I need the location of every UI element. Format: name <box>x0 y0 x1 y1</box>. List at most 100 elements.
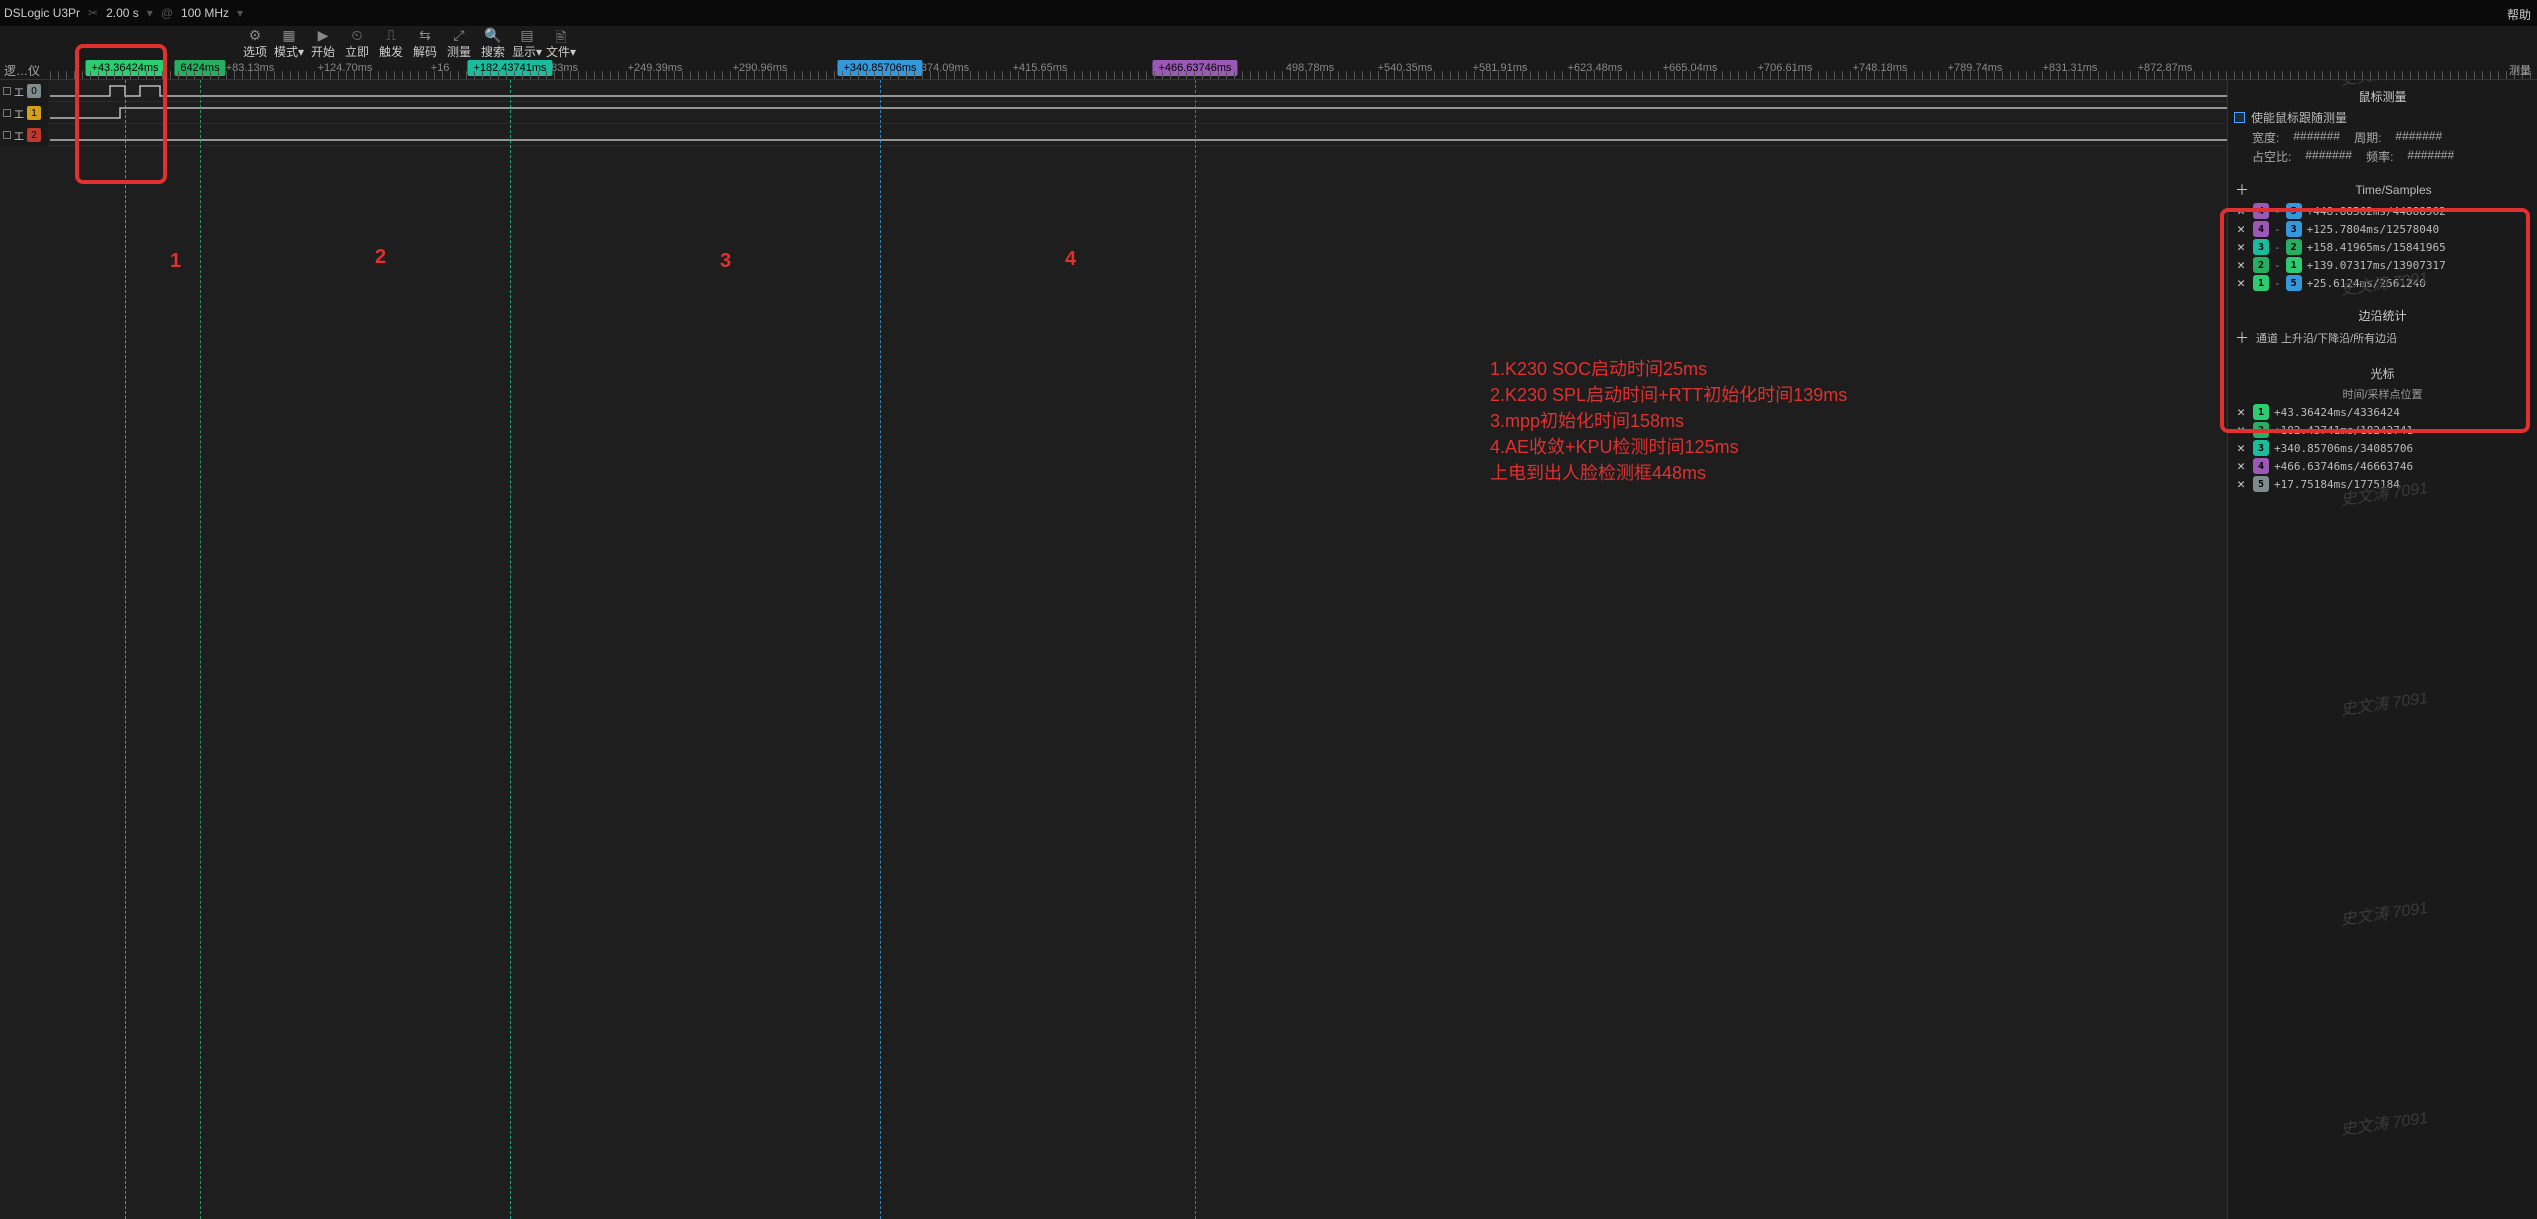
channel-row-0[interactable]: 工0 <box>0 80 2227 102</box>
delete-icon[interactable]: ✕ <box>2234 405 2248 420</box>
cursor-line-1[interactable] <box>125 80 126 1219</box>
delete-icon[interactable]: ✕ <box>2234 477 2248 492</box>
signal-trace <box>50 128 2227 142</box>
cursor-badge: 1 <box>2253 275 2269 291</box>
cursor-line-4[interactable] <box>880 80 881 1219</box>
ruler-end-label: 测量 <box>2509 62 2531 78</box>
toolbar-选项[interactable]: ⚙选项 <box>238 27 272 60</box>
delete-icon[interactable]: ✕ <box>2234 459 2248 474</box>
toolbar-icon: 🖹 <box>544 27 578 43</box>
cursor-line-3[interactable] <box>510 80 511 1219</box>
channel-toggle-icon[interactable] <box>3 87 11 95</box>
channel-label[interactable]: 工0 <box>0 80 48 102</box>
channel-number: 1 <box>27 106 41 120</box>
toolbar-触发[interactable]: ⎍触发 <box>374 27 408 60</box>
toolbar-显示[interactable]: ▤显示▾ <box>510 27 544 60</box>
cursor-badge: 1 <box>2286 257 2302 273</box>
cursor-info-row[interactable]: ✕ 4 +466.63746ms/46663746 <box>2234 458 2531 474</box>
ruler-left-label: 逻…仪 <box>4 62 40 79</box>
measure-value: +125.7804ms/12578040 <box>2307 223 2439 236</box>
channel-toggle-icon[interactable] <box>3 131 11 139</box>
channel-row-2[interactable]: 工2 <box>0 124 2227 146</box>
toolbar-开始[interactable]: ▶开始 <box>306 27 340 60</box>
channel-label[interactable]: 工1 <box>0 102 48 124</box>
channel-number: 0 <box>27 84 41 98</box>
measure-row[interactable]: ✕4-3+125.7804ms/12578040 <box>2234 221 2531 237</box>
annotation-number: 3 <box>720 250 731 273</box>
channel-label[interactable]: 工2 <box>0 124 48 146</box>
channel-toggle-icon[interactable] <box>3 109 11 117</box>
delete-icon[interactable]: ✕ <box>2234 240 2248 255</box>
enable-mouse-follow[interactable]: 使能鼠标跟随测量 <box>2234 109 2531 126</box>
delete-icon[interactable]: ✕ <box>2234 276 2248 291</box>
channel-row-1[interactable]: 工1 <box>0 102 2227 124</box>
app-title: DSLogic U3Pr <box>4 6 80 20</box>
toolbar-搜索[interactable]: 🔍搜索 <box>476 27 510 60</box>
cursor-badge: 5 <box>2286 203 2302 219</box>
side-panel: 鼠标测量 使能鼠标跟随测量 宽度:#######周期:#######占空比:##… <box>2227 80 2537 1219</box>
delete-icon[interactable]: ✕ <box>2234 222 2248 237</box>
title-bar: DSLogic U3Pr ✂ 2.00 s ▾ @ 100 MHz ▾ <box>0 0 2537 26</box>
toolbar-icon: 🔍 <box>476 27 510 43</box>
delete-icon[interactable]: ✕ <box>2234 441 2248 456</box>
toolbar-icon: ▦ <box>272 27 306 43</box>
measure-row[interactable]: ✕2-1+139.07317ms/13907317 <box>2234 257 2531 273</box>
measure-row[interactable]: ✕1-5+25.6124ms/2561240 <box>2234 275 2531 291</box>
freq-value[interactable]: 100 MHz <box>181 6 229 20</box>
cursor-line-5[interactable] <box>1195 80 1196 1219</box>
delete-icon[interactable]: ✕ <box>2234 258 2248 273</box>
cursor-value: +182.43741ms/18243741 <box>2274 424 2413 437</box>
annotation-number: 2 <box>375 246 386 269</box>
add-measure-button[interactable]: ＋ <box>2234 180 2250 200</box>
toolbar-icon: ⤢ <box>442 27 476 43</box>
cursor-info-row[interactable]: ✕5+17.75184ms/1775184 <box>2234 476 2531 492</box>
cursor-badge: 3 <box>2253 239 2269 255</box>
toolbar-文件[interactable]: 🖹文件▾ <box>544 27 578 60</box>
duration-value[interactable]: 2.00 s <box>106 6 139 20</box>
cursor-value: +17.75184ms/1775184 <box>2274 478 2400 491</box>
timesamples-title: Time/Samples <box>2256 183 2531 197</box>
delete-icon[interactable]: ✕ <box>2234 423 2248 438</box>
waveform-area[interactable]: 工0工1工2 1234 1.K230 SOC启动时间25ms2.K230 SPL… <box>0 80 2227 1219</box>
cursor-badge: 3 <box>2253 440 2269 456</box>
channel-mark: 工 <box>14 84 24 99</box>
cursor-line-2[interactable] <box>200 80 201 1219</box>
ruler-ticks-bar <box>50 71 2537 79</box>
annotation-text: 1.K230 SOC启动时间25ms2.K230 SPL启动时间+RTT初始化时… <box>1490 356 1847 486</box>
toolbar-解码[interactable]: ⇆解码 <box>408 27 442 60</box>
main-toolbar: ⚙选项▦模式▾▶开始⏲立即⎍触发⇆解码⤢测量🔍搜索▤显示▾🖹文件▾ <box>0 26 2537 60</box>
toolbar-模式[interactable]: ▦模式▾ <box>272 27 306 60</box>
mouse-measure-title: 鼠标测量 <box>2234 88 2531 105</box>
measure-row[interactable]: ✕4-5+448.88562ms/44888562 <box>2234 203 2531 219</box>
delete-icon[interactable]: ✕ <box>2234 204 2248 219</box>
cursor-info-row[interactable]: ✕2+182.43741ms/18243741 <box>2234 422 2531 438</box>
cursor-badge: 5 <box>2286 275 2302 291</box>
annotation-number: 1 <box>170 250 181 273</box>
edge-stats-title: 边沿统计 <box>2234 307 2531 324</box>
cursor-badge: 4 <box>2253 221 2269 237</box>
cursor-badge: 1 <box>2253 404 2269 420</box>
cursor-badge: 4 <box>2253 203 2269 219</box>
measure-value: +139.07317ms/13907317 <box>2307 259 2446 272</box>
cursor-info-row[interactable]: ✕3+340.85706ms/34085706 <box>2234 440 2531 456</box>
measure-value: +25.6124ms/2561240 <box>2307 277 2426 290</box>
checkbox-icon[interactable] <box>2234 112 2245 123</box>
cursor-badge: 4 <box>2253 458 2269 474</box>
measure-value: +158.41965ms/15841965 <box>2307 241 2446 254</box>
toolbar-立即[interactable]: ⏲立即 <box>340 27 374 60</box>
signal-trace <box>50 84 2227 98</box>
mouse-measure-row: 宽度:#######周期:####### <box>2252 129 2531 146</box>
cursor-value: +466.63746ms/46663746 <box>2274 460 2413 473</box>
time-ruler[interactable]: 逻…仪 +83.13ms+124.70ms+167.83ms+249.39ms+… <box>0 60 2537 80</box>
toolbar-测量[interactable]: ⤢测量 <box>442 27 476 60</box>
toolbar-icon: ⎍ <box>374 27 408 43</box>
cursor-info-row[interactable]: ✕1+43.36424ms/4336424 <box>2234 404 2531 420</box>
measure-row[interactable]: ✕3-2+158.41965ms/15841965 <box>2234 239 2531 255</box>
channel-mark: 工 <box>14 128 24 143</box>
signal-trace <box>50 106 2227 120</box>
cursor-badge: 2 <box>2286 239 2302 255</box>
help-link[interactable]: 帮助 <box>2507 6 2531 23</box>
annotation-number: 4 <box>1065 248 1076 271</box>
separator: ✂ <box>88 6 98 20</box>
add-edge-button[interactable]: ＋ <box>2234 328 2250 348</box>
